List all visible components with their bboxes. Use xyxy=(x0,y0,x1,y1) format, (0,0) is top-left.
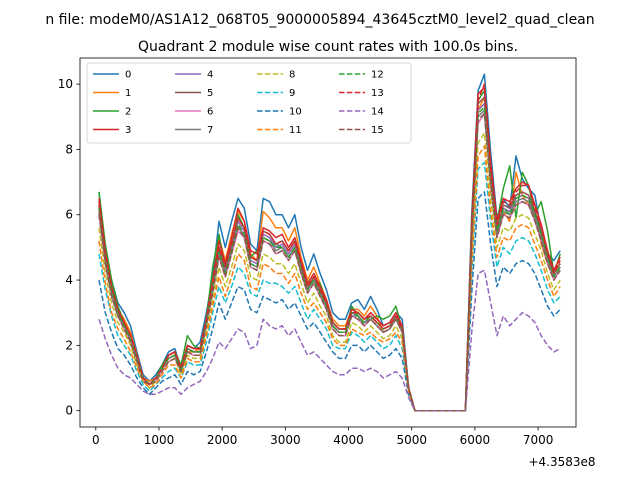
x-offset-label: +4.3583e8 xyxy=(528,455,595,469)
series-line-12 xyxy=(98,106,561,412)
legend-label: 14 xyxy=(371,107,384,118)
y-tick-label: 4 xyxy=(65,273,73,287)
x-tick-label: 4000 xyxy=(333,433,364,447)
series-line-0 xyxy=(98,73,561,412)
x-tick-label: 1000 xyxy=(144,433,175,447)
x-tick-label: 6000 xyxy=(460,433,491,447)
legend-label: 0 xyxy=(125,70,131,81)
x-tick-label: 0 xyxy=(92,433,100,447)
legend-label: 1 xyxy=(125,88,131,99)
y-tick-label: 6 xyxy=(65,208,73,222)
legend-label: 5 xyxy=(207,88,213,99)
series-line-5 xyxy=(98,96,561,412)
legend-label: 9 xyxy=(289,88,295,99)
legend-label: 11 xyxy=(289,125,302,136)
series-line-15 xyxy=(98,112,561,412)
plot-area: 0 1000 2000 3000 4000 5000 6000 700002468100123… xyxy=(58,57,577,447)
x-tick-label: 7000 xyxy=(523,433,554,447)
legend-label: 10 xyxy=(289,107,302,118)
legend-box xyxy=(86,62,412,144)
y-tick-label: 0 xyxy=(65,404,73,418)
series-line-11 xyxy=(98,145,561,412)
legend-label: 15 xyxy=(371,125,384,136)
legend-label: 13 xyxy=(371,88,384,99)
figure-suptitle: n file: modeM0/AS1A12_068T05_9000005894_… xyxy=(45,12,594,28)
axes-frame xyxy=(79,57,577,428)
series-line-9 xyxy=(98,161,561,412)
legend-label: 4 xyxy=(207,70,213,81)
series-line-13 xyxy=(98,83,561,412)
y-tick-label: 10 xyxy=(58,77,73,91)
x-tick-label: 5000 xyxy=(396,433,427,447)
series-line-10 xyxy=(98,191,561,412)
legend-label: 12 xyxy=(371,70,384,81)
y-tick-label: 8 xyxy=(65,142,73,156)
legend-label: 7 xyxy=(207,125,213,136)
legend-label: 8 xyxy=(289,70,295,81)
legend-label: 6 xyxy=(207,107,213,118)
x-tick-label: 3000 xyxy=(270,433,301,447)
series-line-1 xyxy=(98,96,561,412)
legend-label: 2 xyxy=(125,107,131,118)
series-line-14 xyxy=(98,269,561,412)
chart-title: Quadrant 2 module wise count rates with … xyxy=(138,39,518,55)
y-tick-label: 2 xyxy=(65,338,73,352)
series-line-8 xyxy=(98,132,561,412)
legend-label: 3 xyxy=(125,125,131,136)
x-tick-label: 2000 xyxy=(207,433,238,447)
